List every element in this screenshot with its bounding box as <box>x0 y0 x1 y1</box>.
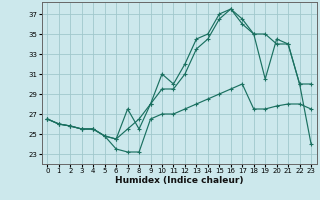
X-axis label: Humidex (Indice chaleur): Humidex (Indice chaleur) <box>115 176 244 185</box>
